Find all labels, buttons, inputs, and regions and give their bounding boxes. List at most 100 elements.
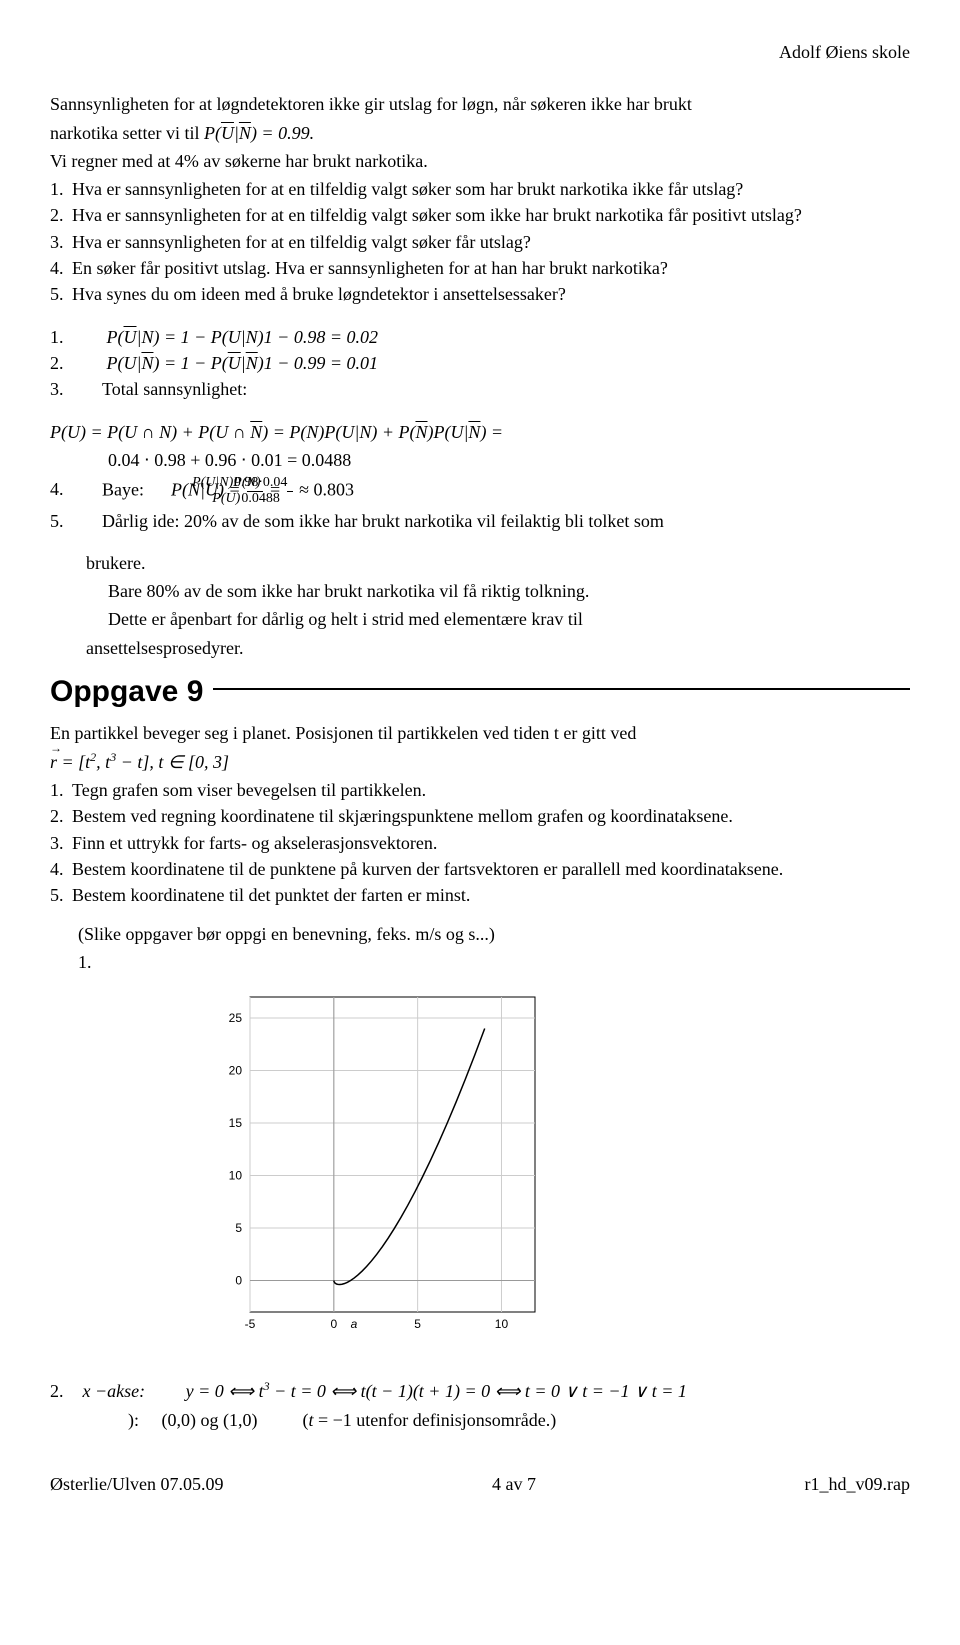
q5: 5.Hva synes du om ideen med å bruke løgn… xyxy=(50,282,910,306)
a1-mid: |N) = 1 − P(U|N)1 − 0.98 = 0.02 xyxy=(137,327,378,347)
a4-f2d: 0.0488 xyxy=(287,492,293,507)
svg-text:a: a xyxy=(351,1317,358,1331)
answer-list: 1. P(U|N) = 1 − P(U|N)1 − 0.98 = 0.02 2.… xyxy=(50,325,910,402)
opp9-i5: 5.Bestem koordinatene til det punktet de… xyxy=(50,883,910,907)
footer-right: r1_hd_v09.rap xyxy=(805,1472,910,1496)
q2: 2.Hva er sannsynligheten for at en tilfe… xyxy=(50,203,910,227)
header-school: Adolf Øiens skole xyxy=(50,40,910,64)
ans4: 4.Baye: P(N|U) = P(U|N)P(N)P(U) = 0.98⋅0… xyxy=(50,476,910,506)
ans2: 2. P(U|N) = 1 − P(U|N)1 − 0.99 = 0.01 xyxy=(50,351,910,375)
a3l1-mid: ) = P(N)P(U|N) + P( xyxy=(262,422,415,442)
a3-label: Total sannsynlighet: xyxy=(102,379,247,399)
a3l1-n: N xyxy=(250,422,262,442)
a3l1-n2: N xyxy=(415,422,427,442)
opp9-i4: 4.Bestem koordinatene til de punktene på… xyxy=(50,857,910,881)
opp9-i4t: Bestem koordinatene til de punktene på k… xyxy=(72,859,783,879)
bottom-line2: ): (0,0) og (1,0) (t = −1 utenfor defini… xyxy=(50,1408,910,1432)
ans1: 1. P(U|N) = 1 − P(U|N)1 − 0.98 = 0.02 xyxy=(50,325,910,349)
opp9-i3t: Finn et uttrykk for farts- og akselerasj… xyxy=(72,833,437,853)
a3l1-mid2: )P(U| xyxy=(427,422,468,442)
a1-u: U xyxy=(124,327,137,347)
a3l1-post: ) = xyxy=(480,422,503,442)
a2-pre: P(U| xyxy=(107,353,142,373)
a2-u2: U xyxy=(228,353,241,373)
svg-text:0: 0 xyxy=(235,1274,242,1288)
oppgave9-heading: Oppgave 9 xyxy=(50,672,910,713)
intro-line2: narkotika setter vi til P(U|N) = 0.99. xyxy=(50,121,910,145)
opp9-i3: 3.Finn et uttrykk for farts- og akselera… xyxy=(50,831,910,855)
q3-text: Hva er sannsynligheten for at en tilfeld… xyxy=(72,232,531,252)
ans2-num: 2. xyxy=(50,351,102,375)
svg-text:0: 0 xyxy=(330,1317,337,1331)
opp9-rest: − t], t ∈ [0, 3] xyxy=(116,752,229,772)
q5-text: Hva synes du om ideen med å bruke løgnde… xyxy=(72,284,566,304)
answer-list-2: 4.Baye: P(N|U) = P(U|N)P(N)P(U) = 0.98⋅0… xyxy=(50,476,910,533)
intro-line3: Vi regner med at 4% av søkerne har brukt… xyxy=(50,149,910,173)
opp9-items: 1.Tegn grafen som viser bevegelsen til p… xyxy=(50,778,910,907)
opp9-i1: 1.Tegn grafen som viser bevegelsen til p… xyxy=(50,778,910,802)
svg-text:25: 25 xyxy=(229,1011,243,1025)
ans5-num: 5. xyxy=(50,509,102,533)
a2-n2: N xyxy=(246,353,258,373)
b2-l2c: (t = −1 utenfor definisjonsområde.) xyxy=(302,1410,556,1430)
q2-text: Hva er sannsynligheten for at en tilfeld… xyxy=(72,205,802,225)
opp9-i2t: Bestem ved regning koordinatene til skjæ… xyxy=(72,806,733,826)
footer-left: Østerlie/Ulven 07.05.09 xyxy=(50,1472,223,1496)
a2-post: )1 − 0.99 = 0.01 xyxy=(258,353,378,373)
question-list: 1.Hva er sannsynligheten for at en tilfe… xyxy=(50,177,910,306)
a3l1-n3: N xyxy=(468,422,480,442)
opp9-note: (Slike oppgaver bør oppgi en benevning, … xyxy=(50,922,910,946)
chart-container: -505100510152025a xyxy=(210,982,910,1348)
a2-n1: N xyxy=(141,353,153,373)
q3-num: 3. xyxy=(50,230,72,254)
oppgave9-title: Oppgave 9 xyxy=(50,672,203,713)
opp9-one: 1. xyxy=(50,950,910,974)
a3-eq2: 0.04 ⋅ 0.98 + 0.96 ⋅ 0.01 = 0.0488 xyxy=(50,448,910,472)
q1: 1.Hva er sannsynligheten for at en tilfe… xyxy=(50,177,910,201)
opp9-i1t: Tegn grafen som viser bevegelsen til par… xyxy=(72,780,426,800)
bottom-line1: 2. x −akse: y = 0 ⟺ t3 − t = 0 ⟺ t(t − 1… xyxy=(50,1378,910,1403)
q5-num: 5. xyxy=(50,282,72,306)
intro-nbar: N xyxy=(239,123,251,143)
q4-num: 4. xyxy=(50,256,72,280)
curve-chart: -505100510152025a xyxy=(210,982,550,1342)
a3-eq1: P(U) = P(U ∩ N) + P(U ∩ N) = P(N)P(U|N) … xyxy=(50,420,910,444)
b2-eq: y = 0 ⟺ t xyxy=(186,1381,264,1401)
svg-text:10: 10 xyxy=(229,1169,243,1183)
intro-ubar: U xyxy=(221,123,234,143)
ans1-num: 1. xyxy=(50,325,102,349)
b2-num: 2. xyxy=(50,1379,78,1403)
b2-label: x −akse: xyxy=(83,1381,146,1401)
svg-text:10: 10 xyxy=(495,1317,509,1331)
q3: 3.Hva er sannsynligheten for at en tilfe… xyxy=(50,230,910,254)
a1-pre: P( xyxy=(107,327,124,347)
ans5: 5.Dårlig ide: 20% av de som ikke har bru… xyxy=(50,509,910,533)
a3l2: 0.04 ⋅ 0.98 + 0.96 ⋅ 0.01 = 0.0488 xyxy=(108,450,351,470)
svg-text:5: 5 xyxy=(235,1221,242,1235)
intro-line1: Sannsynligheten for at løgndetektoren ik… xyxy=(50,92,910,116)
opp9-intro2: r = [t2, t3 − t], t ∈ [0, 3] xyxy=(50,749,910,774)
svg-text:5: 5 xyxy=(414,1317,421,1331)
opp9-intro1: En partikkel beveger seg i planet. Posis… xyxy=(50,721,910,745)
a4-label: Baye: xyxy=(102,479,144,499)
a3l1-pre: P(U) = P(U ∩ N) + P(U ∩ xyxy=(50,422,250,442)
page-footer: Østerlie/Ulven 07.05.09 4 av 7 r1_hd_v09… xyxy=(50,1472,910,1496)
ans3: 3.Total sannsynlighet: xyxy=(50,377,910,401)
a4-approx: ≈ 0.803 xyxy=(299,479,354,499)
heading-rule xyxy=(213,688,910,690)
ans3-num: 3. xyxy=(50,377,102,401)
svg-text:-5: -5 xyxy=(245,1317,256,1331)
svg-text:20: 20 xyxy=(229,1064,243,1078)
b2-l2b: (0,0) og (1,0) xyxy=(162,1410,258,1430)
a5-l1: Dårlig ide: 20% av de som ikke har brukt… xyxy=(102,511,664,531)
intro-pl: P( xyxy=(204,123,221,143)
opp9-c: , t xyxy=(96,752,110,772)
a2-m1: ) = 1 − P( xyxy=(153,353,227,373)
opp9-i5t: Bestem koordinatene til det punktet der … xyxy=(72,885,470,905)
b2-rest: − t = 0 ⟺ t(t − 1)(t + 1) = 0 ⟺ t = 0 ∨ … xyxy=(270,1381,687,1401)
opp9-r: r xyxy=(50,750,57,774)
q2-num: 2. xyxy=(50,203,72,227)
a4-f2n: 0.98⋅0.04 xyxy=(287,476,293,492)
a5-l2: Bare 80% av de som ikke har brukt narkot… xyxy=(50,579,910,603)
footer-center: 4 av 7 xyxy=(492,1472,536,1496)
